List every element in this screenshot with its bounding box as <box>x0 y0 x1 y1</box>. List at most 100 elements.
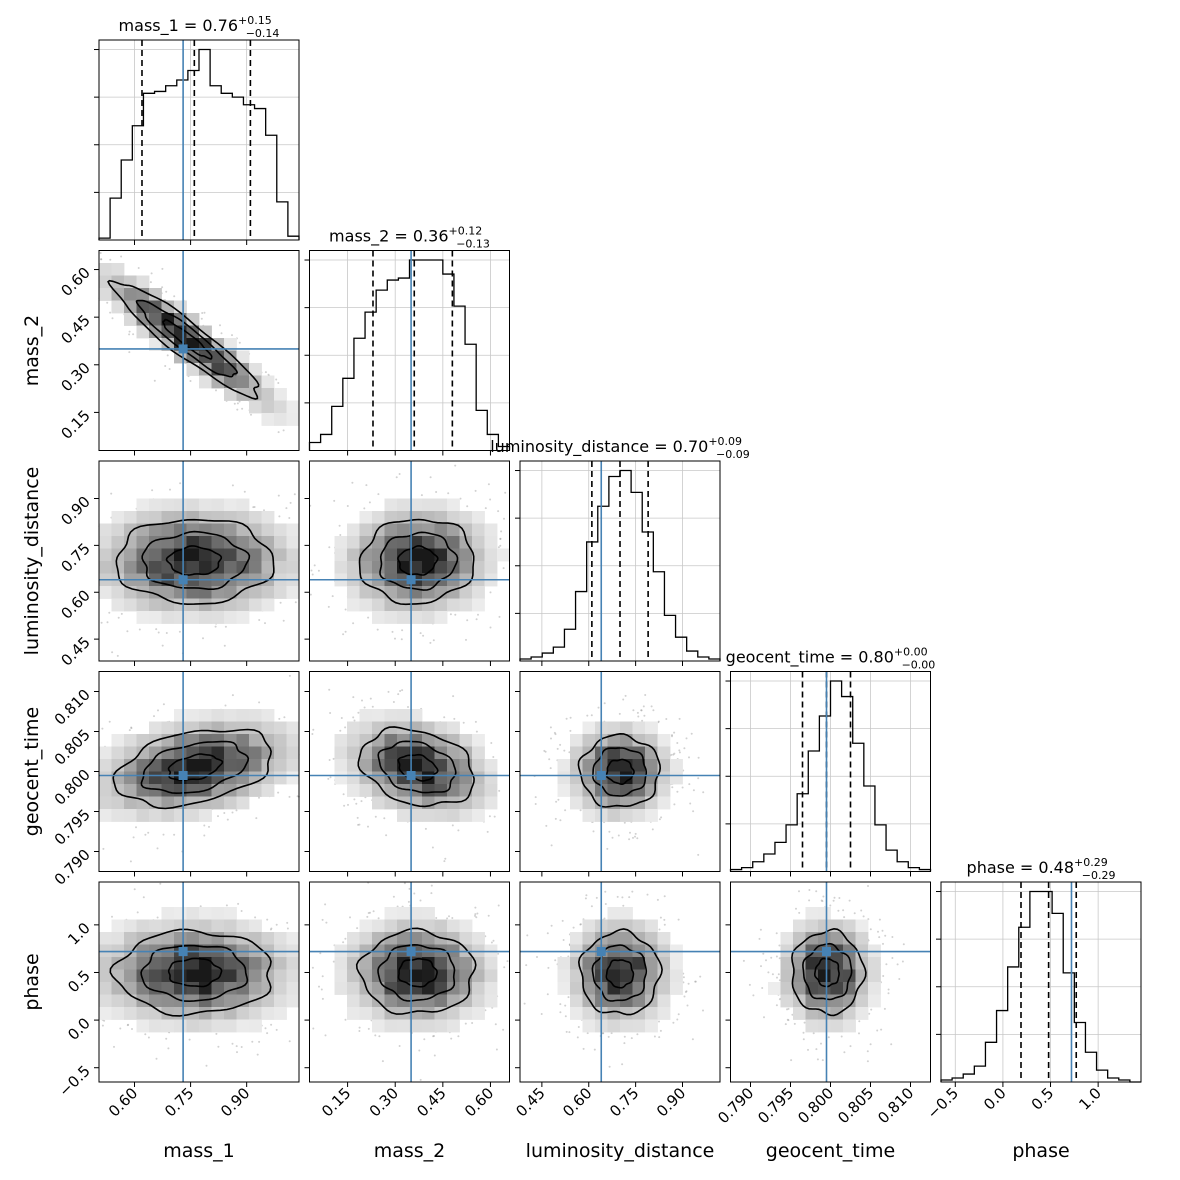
sample-point <box>449 613 452 616</box>
density-cell <box>249 561 262 574</box>
sample-point <box>231 484 234 487</box>
sample-point <box>367 912 370 914</box>
density-cell <box>224 932 237 945</box>
density-cell <box>161 300 175 314</box>
sample-point <box>231 334 233 337</box>
density-cell <box>149 1019 162 1033</box>
density-cell <box>372 796 385 810</box>
sample-point <box>153 379 156 382</box>
density-cell <box>286 734 300 747</box>
sample-point <box>554 817 557 820</box>
sample-point <box>189 380 192 382</box>
sample-point <box>327 605 330 608</box>
density-cell <box>484 796 498 810</box>
density-cell <box>111 796 125 810</box>
density-cell <box>384 721 398 735</box>
density-cell <box>224 994 237 1008</box>
sample-point <box>372 910 375 913</box>
density-cell <box>174 536 187 549</box>
density-cell <box>199 994 212 1008</box>
density-cell <box>161 325 175 339</box>
sample-point <box>398 473 401 475</box>
density-cell <box>99 982 112 995</box>
density-cell <box>99 263 112 276</box>
density-cell <box>384 586 398 599</box>
sample-point <box>435 491 438 493</box>
sample-point <box>377 917 380 920</box>
sample-point <box>132 836 135 839</box>
density-cell <box>261 746 275 760</box>
density-cell <box>249 932 262 945</box>
density-cell <box>372 536 385 549</box>
density-cell <box>124 598 137 612</box>
density-cell <box>484 784 498 797</box>
density-cell <box>459 994 473 1008</box>
sample-point <box>240 1046 243 1048</box>
sample-point <box>342 941 345 944</box>
density-cell <box>422 1007 435 1020</box>
sample-point <box>169 488 171 491</box>
sample-point <box>116 654 119 657</box>
density-cell <box>174 932 187 945</box>
density-cell <box>224 548 237 562</box>
sample-point <box>279 601 282 604</box>
sample-point <box>332 757 335 760</box>
density-cell <box>409 969 423 983</box>
sample-point <box>144 1033 147 1036</box>
density-cell <box>384 796 398 810</box>
sample-point <box>149 281 152 284</box>
sample-point <box>430 884 433 887</box>
density-cell <box>199 759 212 772</box>
density-cell <box>249 759 262 772</box>
density-cell <box>186 771 200 785</box>
sample-point <box>632 836 634 839</box>
density-cell <box>472 809 485 822</box>
density-cell <box>459 746 473 760</box>
sample-point <box>293 493 296 496</box>
density-cell <box>372 561 385 574</box>
sample-point <box>454 613 457 616</box>
density-cell <box>149 746 162 760</box>
sample-point <box>462 721 465 724</box>
density-cell <box>334 969 348 983</box>
density-cell <box>124 300 137 314</box>
density-cell <box>582 721 596 735</box>
density-cell <box>570 746 583 760</box>
density-cell <box>359 932 373 945</box>
sample-point <box>685 737 688 740</box>
sample-point <box>489 591 492 594</box>
sample-point <box>374 815 377 818</box>
density-cell <box>124 932 137 945</box>
sample-point <box>173 295 176 298</box>
density-cell <box>249 363 262 376</box>
density-cell <box>211 746 225 760</box>
sample-point <box>236 408 239 411</box>
sample-point <box>255 817 258 820</box>
sample-point <box>240 910 243 912</box>
sample-point <box>214 625 217 628</box>
density-cell <box>397 969 410 983</box>
sample-point <box>447 492 450 495</box>
density-cell <box>274 982 287 995</box>
density-cell <box>249 511 262 524</box>
sample-point <box>353 798 356 801</box>
density-cell <box>286 932 300 945</box>
sample-point <box>367 616 370 619</box>
density-cell <box>249 969 262 983</box>
sample-point <box>385 834 388 837</box>
sample-point <box>394 637 396 640</box>
sample-point <box>618 712 621 715</box>
density-cell <box>124 561 137 574</box>
density-cell <box>384 561 398 574</box>
density-cell <box>447 523 460 537</box>
density-cell <box>211 759 225 772</box>
sample-point <box>628 838 631 841</box>
sample-point <box>493 815 496 818</box>
density-cell <box>236 598 250 612</box>
sample-point <box>487 914 490 917</box>
sample-point <box>418 1049 421 1052</box>
sample-point <box>286 921 289 924</box>
sample-point <box>433 1035 435 1037</box>
density-cell <box>334 536 348 549</box>
density-cell <box>434 957 448 970</box>
